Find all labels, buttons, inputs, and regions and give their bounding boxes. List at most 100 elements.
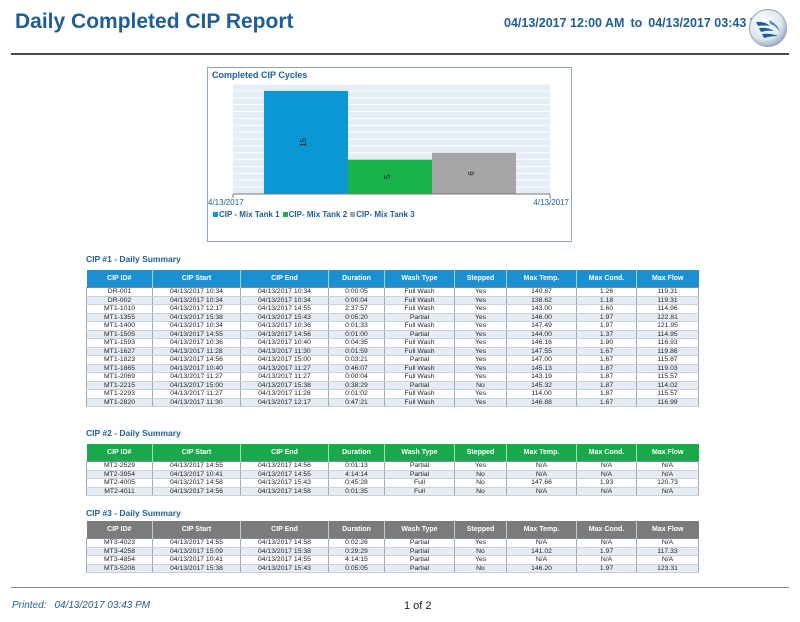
table-cell: 04/13/2017 11:27 (152, 389, 241, 399)
table-cell: 04/13/2017 14:56 (152, 355, 241, 365)
table-row: MT3-4023 04/13/2017 14:55 04/13/2017 14:58… (86, 538, 699, 548)
column-header: CIP End (240, 521, 329, 539)
table-row: MT2-3954 04/13/2017 10:41 04/13/2017 14:55… (86, 470, 699, 479)
table-cell: 04/13/2017 15:43 (240, 564, 329, 573)
bar-value-label: 15 (299, 137, 308, 146)
table-row: MT3-5208 04/13/2017 15:38 04/13/2017 15:43… (86, 564, 699, 573)
column-header: Max Flow (636, 521, 699, 539)
table-cell: 0:38:29 (328, 381, 385, 390)
table-cell: MT2-2529 (86, 461, 153, 471)
printed-info: Printed: 04/13/2017 03:43 PM (12, 600, 158, 611)
x-tick-label-start: 4/13/2017 (208, 198, 244, 207)
column-header: Duration (328, 270, 385, 288)
table-cell: 145.13 (506, 364, 577, 373)
table-cell: 1.93 (576, 478, 637, 488)
column-header: Duration (328, 521, 385, 539)
table-cell: 114.00 (506, 389, 577, 399)
table-cell: 4:14:14 (328, 470, 385, 479)
table-cell: 119.31 (636, 287, 699, 297)
table-cell: Yes (454, 287, 507, 297)
column-header: Wash Type (384, 270, 455, 288)
legend-item: CIP- Mix Tank 3 (350, 210, 415, 219)
column-header: Wash Type (384, 444, 455, 462)
legend-label: CIP- Mix Tank 2 (288, 210, 348, 219)
table-cell: 04/13/2017 14:56 (152, 487, 241, 496)
table-cell: 1.18 (576, 296, 637, 305)
table-cell: 04/13/2017 11:27 (152, 372, 241, 382)
table-cell: 04/13/2017 15:00 (240, 355, 329, 365)
table-cell: 04/13/2017 14:55 (152, 330, 241, 339)
table-cell: 119.31 (636, 296, 699, 305)
table-cell: MT2-3954 (86, 470, 153, 479)
table-cell: 1.26 (576, 287, 637, 297)
table-cell: Partial (384, 547, 455, 556)
date-range: 04/13/2017 12:00 AM to 04/13/2017 03:43 PM (504, 16, 769, 30)
table-cell: MT1-2069 (86, 372, 153, 382)
table-cell: Yes (454, 461, 507, 471)
table-cell: 1.97 (576, 321, 637, 331)
table-cell: Yes (454, 313, 507, 322)
section-title: CIP #1 - Daily Summary (86, 254, 181, 264)
table-row: DR-002 04/13/2017 10:34 04/13/2017 10:34 0:… (86, 296, 699, 305)
table-cell: 1.87 (576, 381, 637, 390)
table-cell: N/A (636, 461, 699, 471)
table-cell: No (454, 564, 507, 573)
table-cell: Full Wash (384, 338, 455, 348)
table-cell: Full Wash (384, 398, 455, 407)
column-header: Stepped (454, 270, 507, 288)
table-cell: N/A (636, 555, 699, 565)
table-cell: 04/13/2017 10:34 (152, 287, 241, 297)
table-cell: Partial (384, 330, 455, 339)
table-cell: 138.62 (506, 296, 577, 305)
table-cell: 04/13/2017 11:28 (152, 347, 241, 356)
table-cell: Yes (454, 347, 507, 356)
table-cell: 1.97 (576, 313, 637, 322)
table-cell: 04/13/2017 15:43 (240, 313, 329, 322)
table-row: MT1-2820 04/13/2017 11:30 04/13/2017 12:17… (86, 398, 699, 407)
table-cell: 0:47:21 (328, 398, 385, 407)
table-cell: Yes (454, 304, 507, 314)
table-cell: 0:01:35 (328, 487, 385, 496)
table-cell: Full Wash (384, 372, 455, 382)
table-cell: 143.00 (506, 304, 577, 314)
table-cell: N/A (506, 555, 577, 565)
table-cell: Partial (384, 381, 455, 390)
summary-table: CIP ID# CIP Start CIP End Duration Wash Type… (86, 444, 699, 496)
table-cell: 04/13/2017 14:55 (240, 555, 329, 565)
table-cell: 117.33 (636, 547, 699, 556)
table-cell: 04/13/2017 15:38 (240, 547, 329, 556)
company-logo-icon (748, 8, 788, 48)
table-cell: 115.57 (636, 389, 699, 399)
table-cell: No (454, 470, 507, 479)
table-cell: No (454, 487, 507, 496)
table-cell: N/A (576, 461, 637, 471)
table-row: MT1-2293 04/13/2017 11:27 04/13/2017 11:28… (86, 389, 699, 399)
printed-value: 04/13/2017 03:43 PM (54, 600, 151, 611)
table-cell: No (454, 381, 507, 390)
table-row: MT1-2215 04/13/2017 15:00 04/13/2017 15:38… (86, 381, 699, 390)
table-cell: 04/13/2017 14:55 (240, 470, 329, 479)
table-cell: 04/13/2017 14:55 (240, 304, 329, 314)
column-header: Max Temp. (506, 521, 577, 539)
column-header: CIP Start (152, 270, 241, 288)
table-cell: 04/13/2017 10:40 (152, 364, 241, 373)
table-cell: Full Wash (384, 287, 455, 297)
summary-table: CIP ID# CIP Start CIP End Duration Wash Type… (86, 521, 699, 573)
table-cell: 144.00 (506, 330, 577, 339)
legend-swatch (350, 212, 356, 218)
table-cell: N/A (636, 538, 699, 548)
table-cell: 1.67 (576, 355, 637, 365)
column-header: CIP End (240, 270, 329, 288)
table-cell: Yes (454, 372, 507, 382)
bar-3 (432, 152, 516, 194)
table-cell: Yes (454, 338, 507, 348)
table-row: MT2-4005 04/13/2017 14:58 04/13/2017 15:43… (86, 478, 699, 488)
table-cell: 04/13/2017 15:38 (240, 381, 329, 390)
table-cell: 116.93 (636, 338, 699, 348)
table-cell: 04/13/2017 10:36 (240, 321, 329, 331)
report-title: Daily Completed CIP Report (15, 10, 294, 33)
table-cell: 04/13/2017 15:38 (152, 313, 241, 322)
table-cell: 0:45:28 (328, 478, 385, 488)
table-row: MT1-1400 04/13/2017 10:34 04/13/2017 10:36… (86, 321, 699, 331)
table-cell: MT1-2215 (86, 381, 153, 390)
